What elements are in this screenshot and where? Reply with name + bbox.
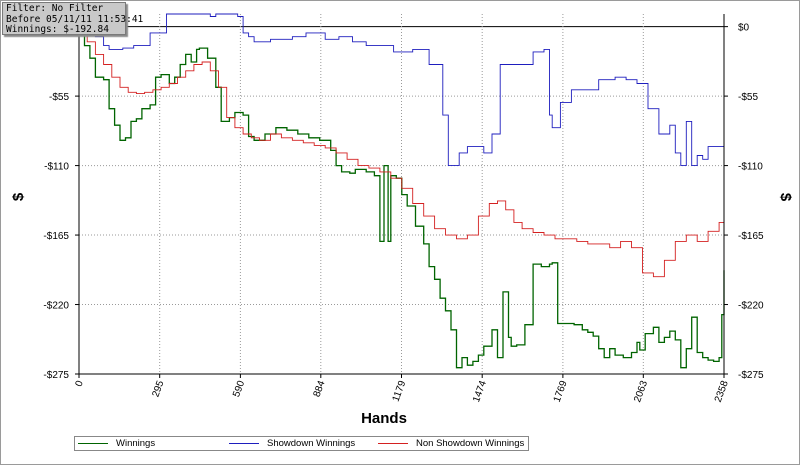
y-tick-label-left: -$275 <box>43 370 69 381</box>
chart-legend: Winnings Showdown Winnings Non Showdown … <box>74 436 529 451</box>
legend-swatch-showdown <box>229 443 259 444</box>
legend-item-non-showdown: Non Showdown Winnings <box>378 438 524 449</box>
x-tick-label: 590 <box>231 379 247 399</box>
y-tick-label-right: -$275 <box>738 370 764 381</box>
filter-text: Filter: No Filter <box>6 3 104 14</box>
y-tick-label-left: -$110 <box>44 162 69 173</box>
legend-label-non-showdown: Non Showdown Winnings <box>416 438 525 449</box>
x-tick-label: 1179 <box>391 379 409 403</box>
winnings-total-text: Winnings: $-192.84 <box>6 24 109 35</box>
y-tick-label-right: -$110 <box>738 162 763 173</box>
legend-label-showdown: Showdown Winnings <box>267 438 356 449</box>
before-date-text: Before 05/11/11 11:53:41 <box>6 13 144 25</box>
y-tick-label-right: -$220 <box>738 301 764 312</box>
series-line-non-showdown <box>79 26 725 278</box>
legend-swatch-winnings <box>78 443 108 444</box>
series-line-showdown <box>79 13 725 167</box>
y-tick-label-left: -$220 <box>43 301 69 312</box>
y-tick-label-right: -$55 <box>738 92 758 103</box>
x-tick-label: 0 <box>74 379 86 388</box>
x-tick-label: 1474 <box>471 379 489 404</box>
legend-swatch-non-showdown <box>378 443 408 444</box>
y-tick-label-right: $0 <box>738 23 750 34</box>
x-axis-title: Hands <box>361 410 407 427</box>
legend-item-showdown: Showdown Winnings <box>229 438 355 449</box>
y-tick-label-left: -$165 <box>43 231 69 242</box>
x-tick-label: 2358 <box>713 379 731 404</box>
x-tick-label: 295 <box>150 379 166 399</box>
filter-info-box: Filter: No Filter Before 05/11/11 11:53:… <box>2 2 144 35</box>
legend-label-winnings: Winnings <box>116 438 156 449</box>
x-tick-label: 1769 <box>552 379 570 404</box>
y-axis-title-left: $ <box>10 192 27 201</box>
x-tick-label: 2063 <box>632 379 650 404</box>
x-tick-label: 884 <box>312 379 328 399</box>
y-tick-label-right: -$165 <box>738 231 764 242</box>
legend-item-winnings: Winnings <box>78 438 155 449</box>
y-tick-label-left: -$55 <box>49 92 69 103</box>
y-axis-title-right: $ <box>777 193 794 202</box>
